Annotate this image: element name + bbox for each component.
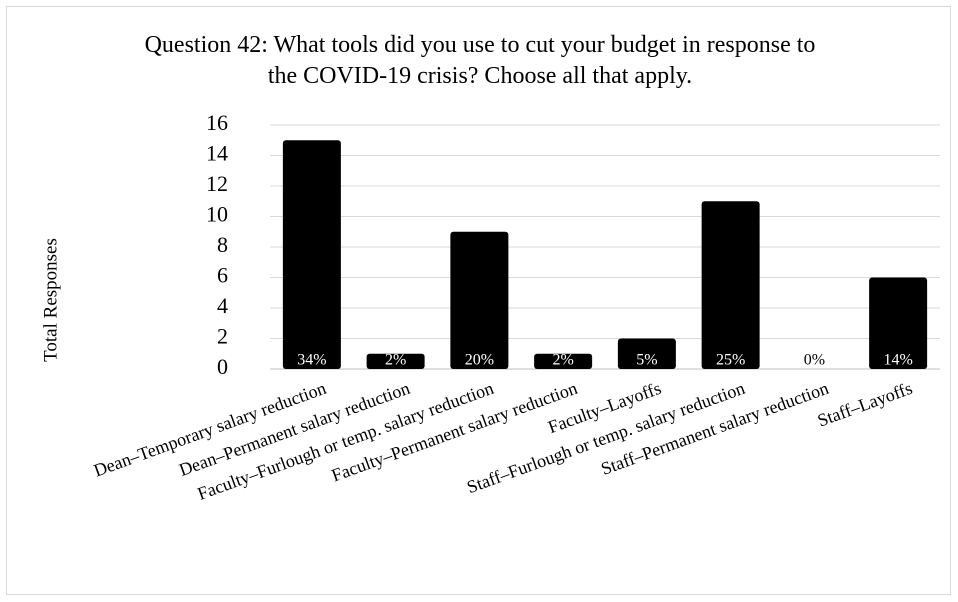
y-tick-label: 14 [206,141,228,166]
y-tick-label: 4 [217,293,228,318]
bar-share-label: 2% [385,352,406,369]
bar-share-label: 5% [636,352,657,369]
y-tick-label: 16 [206,110,228,135]
y-tick-label: 10 [206,202,228,227]
bar-share-label: 34% [297,352,326,369]
y-tick-label: 2 [217,324,228,349]
bar-share-label: 14% [883,352,912,369]
bar [869,277,928,369]
chart-title: Question 42: What tools did you use to c… [144,32,816,89]
y-tick-label: 6 [217,263,228,288]
bar-share-label: 0% [804,352,825,369]
y-axis-title: Total Responses [40,238,61,362]
bar-share-label: 20% [465,352,494,369]
y-tick-label: 0 [217,354,228,379]
bar-share-label: 2% [552,352,573,369]
bar [282,140,341,369]
bar [617,338,676,369]
bar-share-label: 25% [716,352,745,369]
bar [534,353,593,369]
y-tick-label: 8 [217,232,228,257]
y-tick-label: 12 [206,171,228,196]
bar [450,231,509,369]
bar [366,353,425,369]
bar [701,201,760,369]
